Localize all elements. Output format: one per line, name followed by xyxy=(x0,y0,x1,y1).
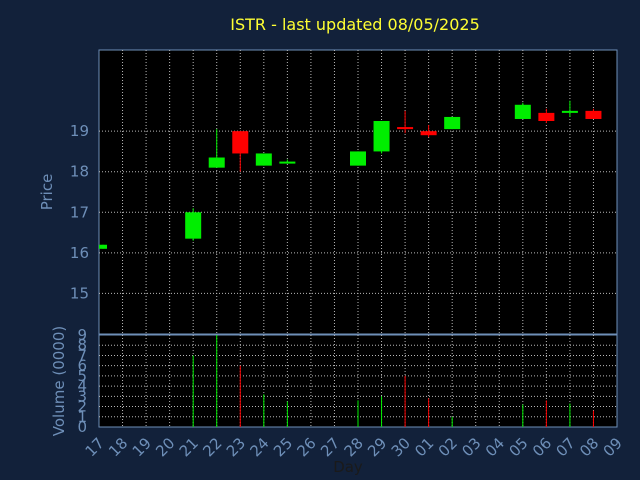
candle-body xyxy=(373,121,390,152)
candle-body xyxy=(514,104,531,119)
x-tick-label: 27 xyxy=(317,434,343,460)
x-tick-label: 04 xyxy=(482,434,508,460)
x-tick-label: 01 xyxy=(411,434,437,460)
volume-tick-label: 4 xyxy=(77,377,87,395)
x-tick-label: 30 xyxy=(388,434,414,460)
x-tick-label: 29 xyxy=(364,434,390,460)
price-tick-label: 16 xyxy=(70,244,89,262)
candle-body xyxy=(420,131,437,136)
x-tick-label: 05 xyxy=(505,434,531,460)
price-tick-label: 15 xyxy=(70,284,89,302)
x-axis-ticks: 1718192021222324252627282930010203040506… xyxy=(82,434,626,460)
price-tick-label: 17 xyxy=(70,203,89,221)
candle-body xyxy=(585,110,602,119)
candle-body xyxy=(350,151,366,166)
x-tick-label: 07 xyxy=(553,434,579,460)
x-tick-label: 24 xyxy=(246,434,272,460)
x-tick-label: 28 xyxy=(341,434,367,460)
volume-tick-label: 7 xyxy=(77,346,87,364)
x-tick-label: 02 xyxy=(435,434,461,460)
volume-bars xyxy=(192,335,594,427)
volume-tick-label: 5 xyxy=(77,367,87,385)
x-axis-label: Day xyxy=(333,458,363,476)
x-tick-label: 03 xyxy=(458,434,484,460)
x-tick-label: 26 xyxy=(294,434,320,460)
x-tick-label: 25 xyxy=(270,434,296,460)
chart-title: ISTR - last updated 08/05/2025 xyxy=(230,15,480,34)
candle-body xyxy=(397,127,414,130)
candle-body xyxy=(185,212,202,239)
price-axis-label: Price xyxy=(38,174,56,211)
price-tick-label: 19 xyxy=(70,122,89,140)
x-tick-label: 23 xyxy=(223,434,249,460)
candle-body xyxy=(279,161,296,164)
volume-tick-label: 3 xyxy=(77,387,87,405)
candle-body xyxy=(99,244,107,249)
x-tick-label: 09 xyxy=(600,434,626,460)
x-tick-label: 18 xyxy=(105,434,131,460)
volume-axis-label: Volume (0000) xyxy=(50,326,68,436)
price-tick-label: 18 xyxy=(70,163,89,181)
candle-body xyxy=(208,157,225,168)
x-tick-label: 06 xyxy=(529,434,555,460)
volume-tick-label: 2 xyxy=(77,398,87,416)
x-tick-label: 22 xyxy=(199,434,225,460)
x-tick-label: 17 xyxy=(82,434,108,460)
candle-body xyxy=(538,112,555,121)
candle-body xyxy=(255,153,272,166)
volume-tick-label: 8 xyxy=(77,336,87,354)
x-tick-label: 21 xyxy=(176,434,202,460)
candle-body xyxy=(561,110,578,113)
price-axis-ticks: 15 16 17 18 19 xyxy=(70,122,89,302)
x-tick-label: 20 xyxy=(152,434,178,460)
volume-tick-label: 0 xyxy=(77,418,87,436)
volume-tick-label: 6 xyxy=(77,357,87,375)
volume-tick-label: 9 xyxy=(77,326,87,344)
volume-tick-label: 1 xyxy=(77,408,87,426)
x-tick-label: 08 xyxy=(576,434,602,460)
candles xyxy=(99,100,602,249)
candle-body xyxy=(232,131,249,154)
x-tick-label: 19 xyxy=(129,434,155,460)
candle-body xyxy=(444,116,461,130)
